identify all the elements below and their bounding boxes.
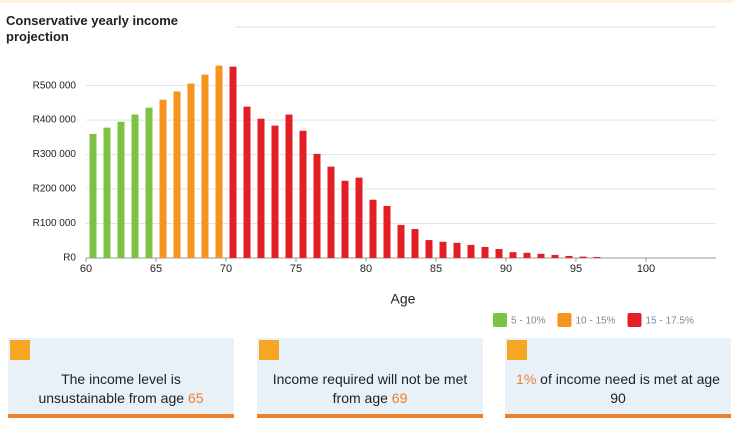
x-tick-label: 90: [500, 263, 512, 275]
card-icon: [259, 340, 279, 360]
bar: [411, 229, 419, 258]
bar: [383, 205, 391, 258]
legend-swatch: [627, 313, 642, 327]
bar: [425, 240, 433, 258]
x-tick-label: 65: [150, 263, 162, 275]
y-tick-label: R0: [63, 253, 76, 264]
bar: [551, 254, 559, 258]
card-text: 1% of income need is met at age 90: [515, 370, 721, 408]
card: Income required will not be met from age…: [257, 338, 483, 418]
bar: [495, 249, 503, 258]
bar: [313, 153, 321, 258]
bar: [299, 130, 307, 258]
bar: [341, 180, 349, 258]
x-tick-label: 75: [290, 263, 302, 275]
top-strip: [0, 0, 733, 3]
bar: [173, 91, 181, 258]
bar: [481, 246, 489, 258]
bar: [257, 118, 265, 258]
chart: Conservative yearly income projection Age…: [6, 13, 716, 327]
bar: [593, 256, 601, 258]
card: The income level is unsustainable from a…: [8, 338, 234, 418]
y-tick-label: R300 000: [33, 149, 77, 160]
y-tick-label: R100 000: [33, 218, 77, 229]
bar: [509, 252, 517, 258]
legend-label: 15 - 17.5%: [646, 316, 694, 327]
bar: [537, 253, 545, 258]
bar: [131, 114, 139, 258]
text: The income level is unsustainable from a…: [38, 371, 185, 406]
highlight: 69: [391, 390, 408, 406]
bar: [467, 244, 475, 258]
bar: [523, 252, 531, 258]
x-axis-label: Age: [391, 291, 416, 307]
bar: [201, 74, 209, 258]
x-tick-label: 80: [360, 263, 372, 275]
legend-label: 5 - 10%: [511, 316, 546, 327]
card: 1% of income need is met at age 90: [505, 338, 731, 418]
chart-title: Conservative yearly income projection: [6, 13, 178, 44]
bar: [243, 106, 251, 258]
highlight: 1%: [516, 371, 537, 387]
bar: [103, 127, 111, 259]
x-tick-label: 60: [80, 263, 92, 275]
legend-swatch: [557, 313, 572, 327]
x-tick-label: 95: [570, 263, 582, 275]
bar: [327, 166, 335, 258]
bar: [439, 241, 447, 258]
card-text: Income required will not be met from age…: [267, 370, 473, 408]
legend-swatch: [493, 313, 507, 327]
bar: [355, 177, 363, 258]
highlight: 65: [187, 390, 204, 406]
card-icon: [507, 340, 527, 360]
bar: [369, 199, 377, 258]
bar: [89, 133, 97, 258]
y-tick-label: R200 000: [33, 184, 77, 195]
bar: [397, 224, 405, 258]
bar: [117, 121, 125, 258]
text: of income need is met at age 90: [540, 371, 720, 406]
bar: [271, 125, 279, 258]
card-icon: [10, 340, 30, 360]
legend-label: 10 - 15%: [575, 316, 615, 327]
x-tick-label: 85: [430, 263, 442, 275]
bar: [285, 114, 293, 258]
bar: [215, 65, 223, 258]
bar: [159, 99, 167, 258]
y-tick-label: R400 000: [33, 115, 77, 126]
bar: [579, 256, 587, 258]
x-tick-label: 70: [220, 263, 232, 275]
y-tick-label: R500 000: [33, 80, 77, 91]
bar: [229, 66, 237, 258]
text: Income required will not be met from age: [272, 371, 468, 406]
bar: [187, 83, 195, 259]
bar: [145, 107, 153, 258]
x-tick-label: 100: [637, 263, 655, 275]
bar: [565, 255, 573, 258]
card-text: The income level is unsustainable from a…: [18, 370, 224, 408]
bar: [453, 242, 461, 258]
